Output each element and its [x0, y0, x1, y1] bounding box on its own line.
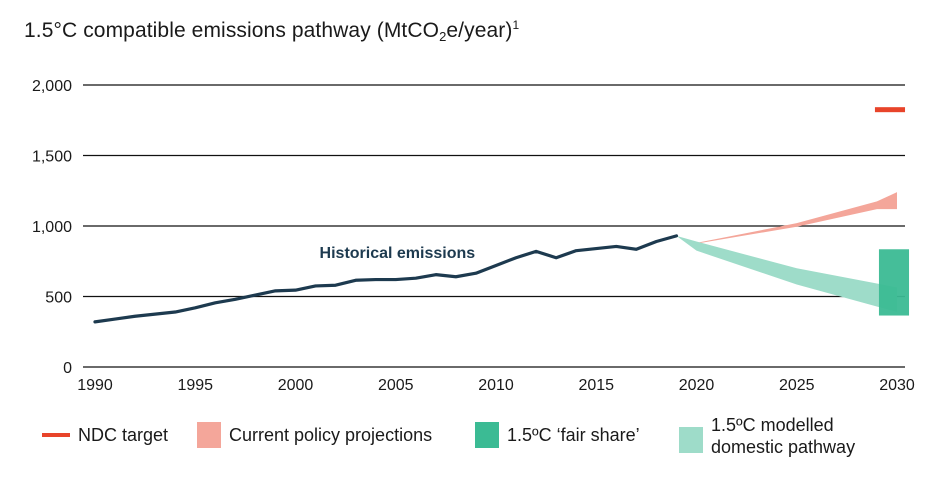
annotations: Historical emissions	[320, 245, 476, 262]
y-tick-label-1500: 1,500	[32, 149, 72, 166]
y-axis-ticks: 0 500 1,000 1,500 2,000	[32, 78, 72, 377]
legend-label-ndc-target: NDC target	[78, 425, 169, 445]
band-current-policy-projections	[676, 192, 897, 244]
line-historical-emissions	[93, 234, 679, 324]
x-tick-label-1995: 1995	[177, 377, 213, 394]
legend-swatch-fair-share	[475, 422, 499, 448]
x-tick-label-2000: 2000	[278, 377, 314, 394]
x-axis-ticks: 1990 1995 2000 2005 2010 2015 2020 2025 2030	[77, 377, 915, 394]
annotation-historical-emissions: Historical emissions	[320, 245, 476, 262]
legend-item-current-policy: Current policy projections	[197, 422, 432, 448]
legend-item-ndc-target: NDC target	[42, 424, 168, 446]
x-tick-label-2010: 2010	[478, 377, 514, 394]
x-tick-label-2020: 2020	[679, 377, 715, 394]
lines	[93, 234, 679, 324]
y-tick-label-1000: 1,000	[32, 219, 72, 236]
bands	[676, 192, 897, 313]
legend-item-fair-share: 1.5ºC ‘fair share’	[475, 422, 640, 448]
x-tick-label-2015: 2015	[578, 377, 614, 394]
legend-label-domestic-pathway: 1.5ºC modelled domestic pathway	[711, 414, 855, 458]
y-tick-label-0: 0	[63, 360, 72, 377]
title-text-end: e/year)	[446, 19, 513, 42]
band-1-5-c-modelled-domestic-pathway	[676, 235, 897, 313]
title-subscript: 2	[439, 29, 447, 44]
legend-label-current-policy: Current policy projections	[229, 425, 433, 445]
title-footnote-marker: 1	[512, 18, 520, 32]
x-tick-label-2030: 2030	[879, 377, 915, 394]
gridlines	[83, 84, 905, 368]
legend-item-domestic-pathway: 1.5ºC modelled domestic pathway	[679, 414, 855, 458]
chart-title: 1.5°C compatible emissions pathway (MtCO…	[24, 18, 519, 44]
legend-swatch-domestic-pathway	[679, 427, 703, 453]
x-tick-label-2005: 2005	[378, 377, 414, 394]
x-tick-label-1990: 1990	[77, 377, 113, 394]
legend-swatch-ndc-target	[42, 433, 70, 437]
marker-ndc-target	[874, 107, 906, 113]
legend-label-fair-share: 1.5ºC ‘fair share’	[507, 425, 640, 445]
range-1-5-c-fair-share	[878, 249, 910, 316]
legend: NDC target Current policy projections 1.…	[0, 415, 938, 468]
markers	[874, 107, 910, 316]
x-tick-label-2025: 2025	[779, 377, 815, 394]
title-text: 1.5°C compatible emissions pathway (MtCO	[24, 19, 440, 42]
legend-label-line1: 1.5ºC modelled	[711, 415, 834, 435]
legend-label-line2: domestic pathway	[711, 437, 856, 457]
y-tick-label-500: 500	[45, 290, 72, 307]
y-tick-label-2000: 2,000	[32, 78, 72, 95]
legend-swatch-current-policy	[197, 422, 221, 448]
